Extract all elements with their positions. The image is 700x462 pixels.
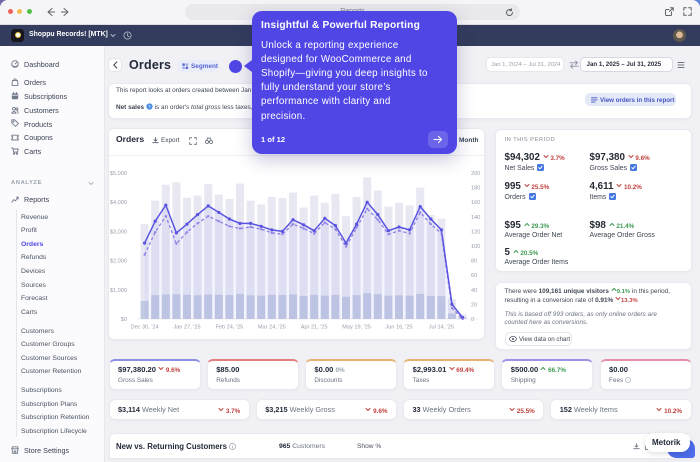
svg-text:May 19, '25: May 19, '25 xyxy=(342,325,371,331)
svg-text:200: 200 xyxy=(471,171,480,177)
svg-text:Dec 30, '24: Dec 30, '24 xyxy=(131,325,159,331)
svg-text:i: i xyxy=(628,378,629,382)
svg-text:80: 80 xyxy=(471,259,477,265)
svg-text:Jun 16, '25: Jun 16, '25 xyxy=(385,325,412,331)
svg-text:Jan 27, '25: Jan 27, '25 xyxy=(173,325,200,331)
svg-text:20: 20 xyxy=(471,302,477,308)
svg-text:140: 140 xyxy=(471,215,480,221)
svg-text:120: 120 xyxy=(471,229,480,235)
svg-text:0: 0 xyxy=(471,317,474,323)
svg-text:$4,000: $4,000 xyxy=(110,200,127,206)
svg-text:180: 180 xyxy=(471,186,480,192)
svg-text:Feb 24, '25: Feb 24, '25 xyxy=(215,325,243,331)
svg-text:$0: $0 xyxy=(121,317,127,323)
svg-text:$1,000: $1,000 xyxy=(110,288,127,294)
svg-text:100: 100 xyxy=(471,244,480,250)
svg-text:Mar 24, '25: Mar 24, '25 xyxy=(258,325,286,331)
svg-text:60: 60 xyxy=(471,273,477,279)
svg-text:i: i xyxy=(232,444,233,450)
svg-text:?: ? xyxy=(148,104,151,109)
svg-text:40: 40 xyxy=(471,288,477,294)
svg-text:160: 160 xyxy=(471,200,480,206)
svg-text:$5,000: $5,000 xyxy=(110,171,127,177)
svg-text:Apr 21, '25: Apr 21, '25 xyxy=(301,325,328,331)
svg-text:$2,000: $2,000 xyxy=(110,259,127,265)
svg-text:Jul 14, '25: Jul 14, '25 xyxy=(429,325,454,331)
svg-text:$3,000: $3,000 xyxy=(110,229,127,235)
